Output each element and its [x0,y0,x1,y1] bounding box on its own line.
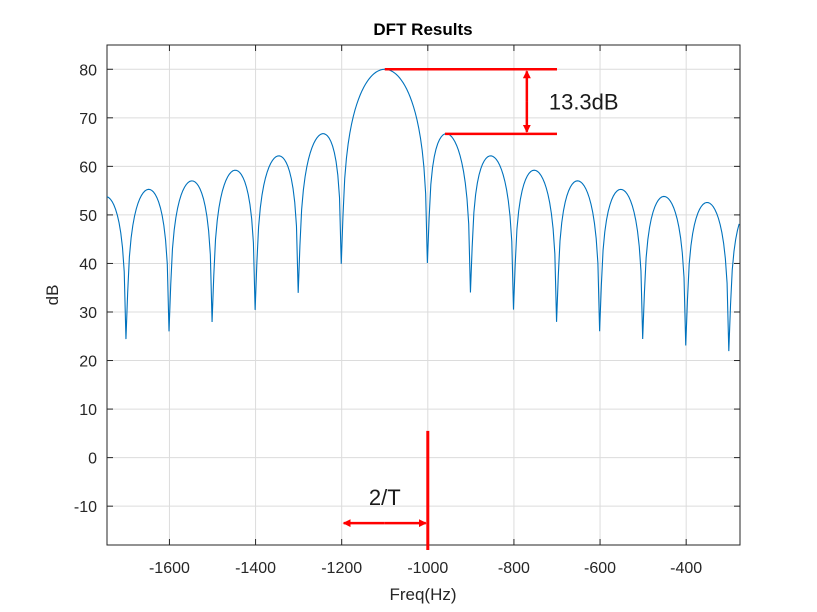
y-axis-ticks: -10 0 10 20 30 40 50 60 70 80 [74,62,740,516]
grid [107,45,740,545]
lobe-peak-point [147,189,149,191]
x-tick-label: -800 [498,560,530,577]
lobe-peak-point [233,170,235,172]
x-tick-label: -1000 [407,560,448,577]
lobe-peak-point [319,134,321,136]
y-tick-label: 70 [79,111,97,128]
plot-frame [106,44,741,546]
x-axis-label: Freq(Hz) [389,585,456,604]
y-tick-label: 60 [79,159,97,176]
y-tick-label: 20 [79,354,97,371]
lobe-peak-point [707,201,709,203]
spectrum-line [106,68,740,352]
lobe-peak-point [190,181,192,183]
x-tick-label: -1200 [321,560,362,577]
y-tick-label: 10 [79,402,97,419]
y-tick-label: -10 [74,499,97,516]
x-tick-label: -600 [584,560,616,577]
lobe-peak-point [276,156,278,158]
sidelobe-level-label: 13.3dB [549,90,619,115]
x-tick-label: -1600 [149,560,190,577]
mainlobe-width-label: 2/T [369,485,401,510]
series-group [106,68,740,352]
x-tick-label: -1400 [235,560,276,577]
lobe-peak-point [492,156,494,158]
lobe-peak-point [664,196,666,198]
chart-title: DFT Results [373,20,472,39]
lobe-peak-point [535,170,537,172]
y-tick-label: 0 [88,451,97,468]
lobe-peak-point [578,181,580,183]
y-tick-label: 50 [79,208,97,225]
y-tick-label: 40 [79,256,97,273]
x-axis-ticks: -1600 -1400 -1200 -1000 -800 -600 -400 [149,45,702,577]
x-tick-label: -400 [670,560,702,577]
y-tick-label: 80 [79,62,97,79]
annotations: 13.3dB 2/T [342,68,619,550]
y-axis-label: dB [43,285,62,306]
y-tick-label: 30 [79,305,97,322]
lobe-peak-point [621,189,623,191]
